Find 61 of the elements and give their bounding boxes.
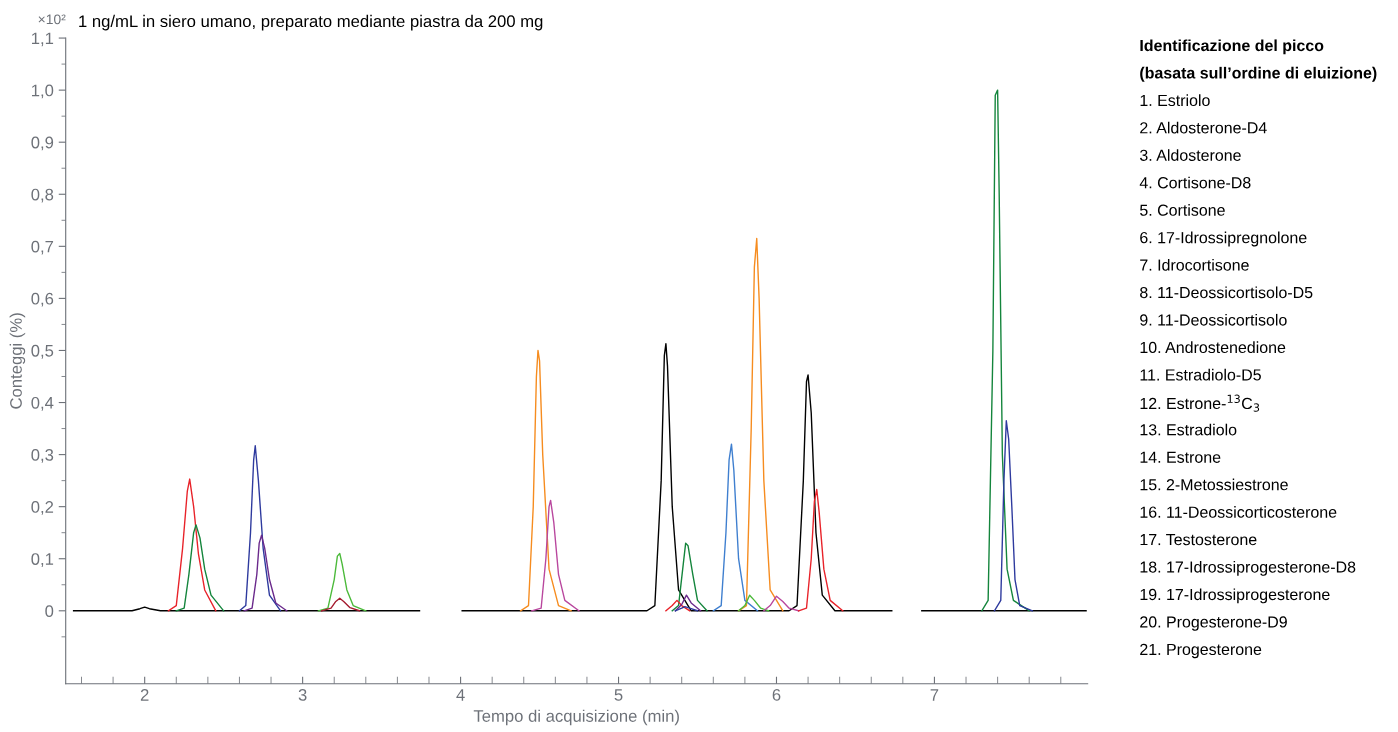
text: Identificazione del picco xyxy=(1140,39,1324,55)
text: 1. Estriolo xyxy=(1140,94,1210,107)
line-series xyxy=(712,443,759,612)
x-tick-label: 4 xyxy=(456,689,465,701)
text: 13. Estradiolo xyxy=(1140,423,1237,436)
x-tick-label: 7 xyxy=(930,689,939,701)
y-tick-label: 0,8 xyxy=(31,188,54,203)
line-series xyxy=(674,594,702,612)
text: (basata sull’ordine di eluizione) xyxy=(1140,66,1377,82)
y-tick-label: 0,6 xyxy=(31,292,54,307)
text: 12. Estrone-$^{13}$C$_{3}$ xyxy=(1140,394,1260,412)
text: 14. Estrone xyxy=(1140,451,1221,463)
line-series xyxy=(167,478,217,612)
line-series xyxy=(238,445,282,612)
text: 8. 11-Deossicortisolo-D5 xyxy=(1140,286,1313,299)
x-tick-label: 5 xyxy=(614,689,623,701)
y-tick-label: 1,1 xyxy=(32,32,54,47)
text: 4. Cortisone-D8 xyxy=(1139,176,1251,189)
x-tick-label: 3 xyxy=(298,688,307,701)
text: 18. 17-Idrossiprogesterone-D8 xyxy=(1140,560,1356,576)
text: 15. 2-Metossiestrone xyxy=(1140,478,1288,491)
line-series xyxy=(519,349,572,612)
y-tick-label: 0 xyxy=(45,605,54,617)
x-tick-label: 2 xyxy=(140,688,149,701)
text: 20. Progesterone-D9 xyxy=(1140,616,1287,631)
y-tick-label: 0,3 xyxy=(31,449,54,463)
y-tick-label: 1,0 xyxy=(32,84,54,99)
y-tick-label: 0,7 xyxy=(31,240,54,255)
text: 17. Testosterone xyxy=(1140,534,1257,546)
line-series xyxy=(993,420,1034,612)
text: 6. 17-Idrossipregnolone xyxy=(1140,231,1307,247)
x-tick-label: 6 xyxy=(772,688,781,701)
x-axis-title: Tempo di acquisizione (min) xyxy=(473,709,679,726)
text: 19. 17-Idrossiprogesterone xyxy=(1140,588,1330,604)
line-series xyxy=(763,595,800,612)
text: 21. Progesterone xyxy=(1140,643,1262,659)
y-axis-title: Conteggi (%) xyxy=(9,313,26,409)
line-series xyxy=(530,499,580,612)
y-tick-label: 0,5 xyxy=(31,344,54,359)
y-tick-label: 0,9 xyxy=(31,136,54,151)
text: 7. Idrocortisone xyxy=(1140,259,1249,271)
text: 3. Aldosterone xyxy=(1139,149,1241,161)
text: ×10² xyxy=(38,14,66,25)
y-tick-label: 0,4 xyxy=(31,396,54,411)
line-series xyxy=(243,534,288,612)
line-series xyxy=(317,552,367,612)
line-series xyxy=(175,524,225,612)
y-tick-label: 0,2 xyxy=(31,501,54,515)
line-series xyxy=(797,488,844,612)
y-tick-label: 0,1 xyxy=(31,553,54,567)
chart-title: 1 ng/mL in siero umano, preparato mediante piastra da 200 mg xyxy=(79,14,543,31)
text: 11. Estradiolo-D5 xyxy=(1140,368,1261,381)
line-series xyxy=(737,594,770,612)
text: 16. 11-Deossicorticosterone xyxy=(1140,506,1337,518)
line-series xyxy=(981,89,1030,612)
line-series xyxy=(671,542,708,612)
line-series xyxy=(320,597,361,612)
text: 10. Androstenedione xyxy=(1140,341,1286,354)
text: 2. Aldosterone-D4 xyxy=(1140,121,1267,134)
text: 5. Cortisone xyxy=(1140,204,1225,216)
text: 9. 11-Deossicortisolo xyxy=(1140,313,1287,326)
